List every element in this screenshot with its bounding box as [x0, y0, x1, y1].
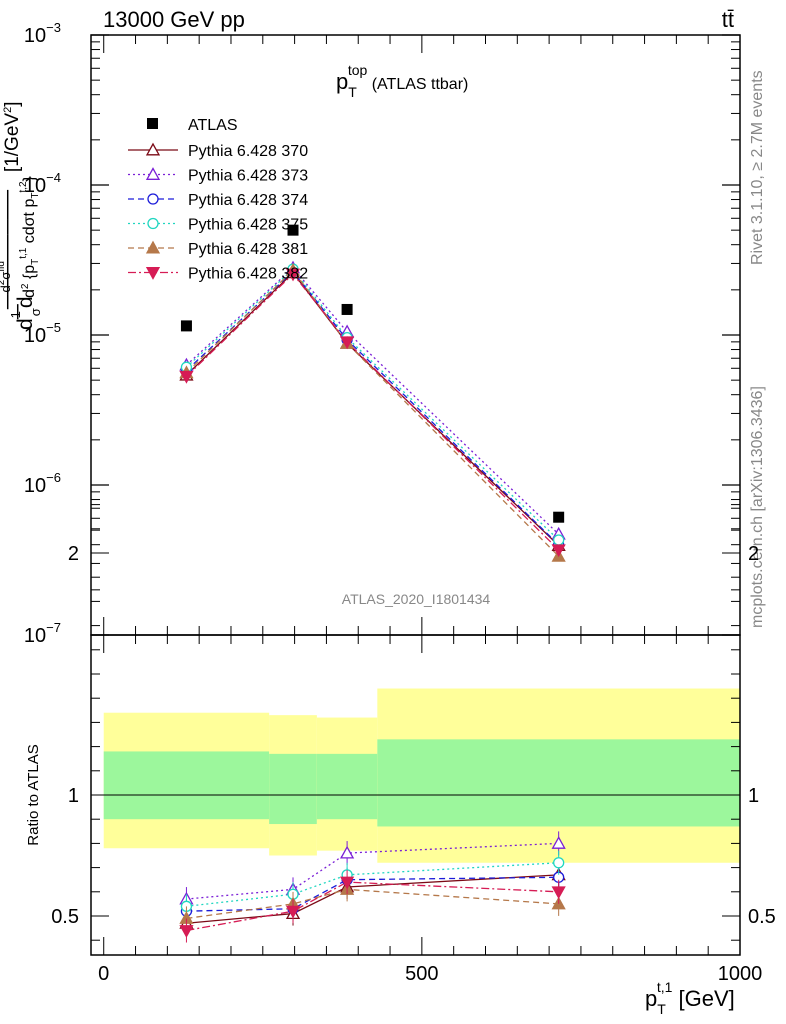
- header-left: 13000 GeV pp: [103, 7, 245, 32]
- ratio-series-point-2: [551, 836, 566, 849]
- legend-label-4: Pythia 6.428 375: [188, 217, 308, 234]
- legend-label-5: Pythia 6.428 381: [188, 241, 308, 258]
- top-axis-ticks: [91, 34, 741, 636]
- top-series-lines: [185, 266, 560, 557]
- legend-label-3: Pythia 6.428 374: [188, 192, 308, 209]
- ratio-y-tick-label: 0.5: [51, 906, 79, 928]
- top-y-tick-labels: 10−7 10−6 10−5 10−4 10−3: [24, 20, 61, 647]
- atlas-data-point: [180, 320, 192, 332]
- legend-label-atlas: ATLAS: [188, 117, 238, 134]
- ratio-series-line-6: [186, 881, 559, 932]
- top-series-point-6: [179, 370, 194, 384]
- ratio-series-line-3: [186, 876, 559, 912]
- legend: ATLAS Pythia 6.428 370 Pythia 6.428 373 Py…: [128, 117, 308, 283]
- ratio-series-point-6: [179, 925, 194, 938]
- uncertainty-bands: [103, 688, 740, 863]
- x-tick-label: 1000: [718, 963, 763, 985]
- top-series-point-4: [553, 534, 565, 546]
- ratio-y-tick-label-right: 1: [748, 785, 759, 807]
- legend-label-2: Pythia 6.428 373: [188, 168, 308, 185]
- mcplots-label: mcplots.cern.ch [arXiv:1306.3436]: [749, 386, 766, 628]
- analysis-watermark: ATLAS_2020_I1801434: [342, 591, 491, 607]
- top-y-tick-label: 10−3: [24, 20, 61, 47]
- legend-marker-1: [145, 142, 161, 156]
- x-axis-label: pTt,1 [GeV]: [645, 979, 735, 1017]
- atlas-data-point: [341, 303, 353, 315]
- ratio-series-markers: [179, 831, 566, 943]
- ratio-y-axis-label: Ratio to ATLAS: [25, 744, 42, 845]
- ratio-series-point-4: [553, 857, 565, 869]
- ratio-series-lines: [186, 842, 559, 932]
- rivet-label: Rivet 3.1.10, ≥ 2.7M events: [749, 70, 766, 265]
- ratio-series-point-6: [339, 876, 355, 890]
- ratio-plot-panel: 0 500 1000 0.5 0.5 1 1 2 2 Ratio to ATLAS pTt,1 …: [25, 504, 776, 1017]
- top-y-axis-label: d1─σdd2σfid────────d2 {pTt,1 cdσt pTt,2}…: [0, 102, 43, 331]
- header-right: tt̄: [722, 7, 734, 32]
- ratio-axis-ticks: [91, 504, 741, 955]
- ratio-y-tick-label-right: 0.5: [748, 906, 776, 928]
- inner-band-2: [269, 753, 317, 825]
- top-y-tick-label: 10−5: [24, 320, 61, 347]
- inner-band-1: [103, 751, 270, 820]
- top-series-line-4: [186, 268, 560, 541]
- top-series-markers: [179, 224, 566, 562]
- ratio-plot-frame: [90, 634, 741, 956]
- atlas-data-point: [287, 224, 299, 236]
- ratio-y-tick-label: 2: [68, 543, 79, 565]
- legend-label-6: Pythia 6.428 382: [188, 266, 308, 283]
- ratio-series-line-1: [186, 874, 559, 924]
- top-y-tick-label: 10−7: [24, 620, 61, 647]
- top-series-line-5: [185, 269, 560, 557]
- top-series-point-6: [551, 544, 566, 558]
- x-tick-label: 0: [98, 963, 109, 985]
- legend-marker-2: [145, 167, 161, 180]
- top-series-point-6: [285, 268, 301, 282]
- legend-marker-atlas: [147, 118, 158, 129]
- legend-marker-4: [147, 217, 159, 230]
- atlas-data-point: [553, 511, 565, 523]
- legend-marker-3: [147, 193, 159, 205]
- ratio-series-point-6: [285, 905, 301, 919]
- inner-band-3: [316, 753, 378, 820]
- main-plot-panel: 10−7 10−6 10−5 10−4 10−3 pTtop (ATLAS ttbar)…: [0, 20, 741, 647]
- ratio-y-tick-label: 1: [68, 785, 79, 807]
- ratio-series-point-2: [339, 845, 355, 859]
- legend-marker-5: [145, 240, 161, 254]
- ratio-tick-labels: 0 500 1000 0.5 0.5 1 1 2 2: [51, 543, 776, 985]
- top-y-tick-label: 10−6: [24, 470, 61, 497]
- ratio-y-tick-label-right: 2: [748, 543, 759, 565]
- legend-marker-6: [145, 267, 161, 280]
- top-series-line-3: [185, 270, 560, 546]
- plot-title: pTtop (ATLAS ttbar): [336, 62, 468, 100]
- top-y-tick-label: 10−4: [24, 170, 61, 197]
- ratio-series-line-4: [186, 862, 559, 907]
- top-series-point-6: [339, 336, 355, 350]
- x-tick-label: 500: [405, 963, 438, 985]
- top-series-line-2: [186, 266, 560, 535]
- legend-label-1: Pythia 6.428 370: [188, 143, 308, 160]
- ratio-series-point-6: [551, 886, 566, 900]
- top-series-line-1: [185, 271, 560, 546]
- svg-text:d1─σdd2σfid────────d2 {pTt,1 c: d1─σdd2σfid────────d2 {pTt,1 cdσt pTt,2}…: [0, 102, 43, 331]
- inner-band-4: [377, 739, 740, 827]
